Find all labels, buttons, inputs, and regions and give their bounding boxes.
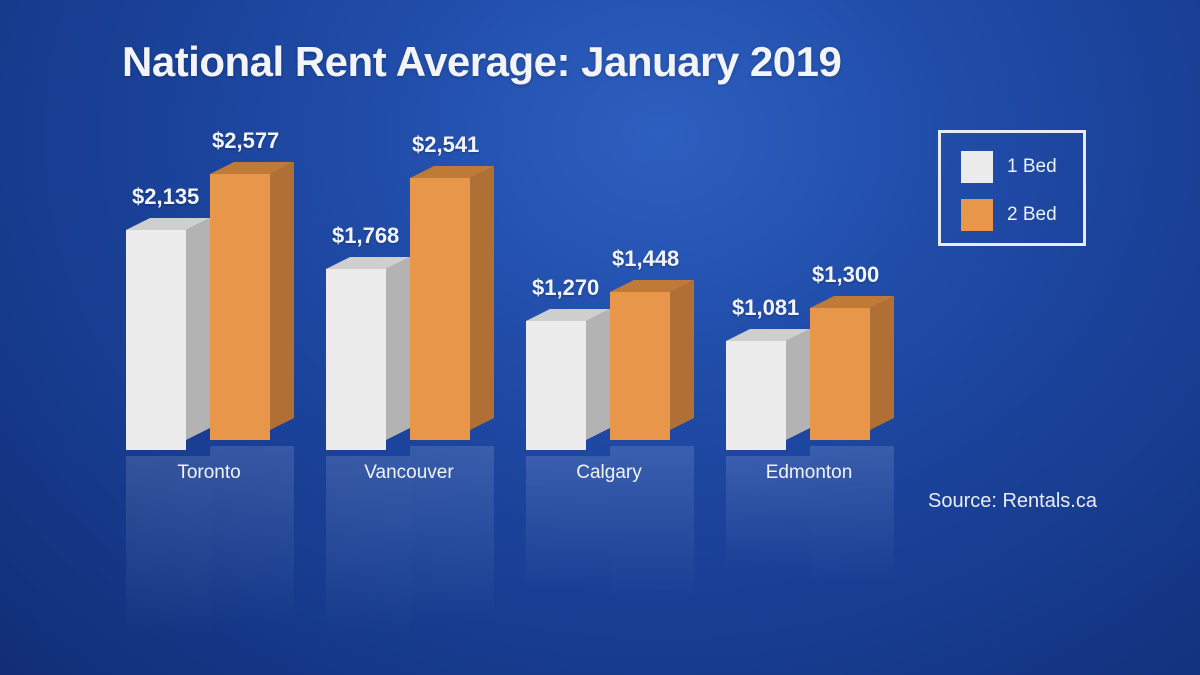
- category-label-toronto: Toronto: [177, 462, 241, 483]
- bar-1-bed-vancouver-side: [386, 257, 410, 440]
- bar-2-bed-calgary-front: [610, 292, 670, 440]
- bar-1-bed-edmonton-front: [726, 341, 786, 450]
- bar-2-bed-edmonton-reflection: [810, 446, 894, 582]
- chart-title: National Rent Average: January 2019: [122, 38, 842, 85]
- bar-1-bed-vancouver-reflection: [326, 456, 410, 636]
- category-label-vancouver: Vancouver: [364, 462, 454, 483]
- bar-2-bed-calgary-side: [670, 280, 694, 430]
- bar-1-bed-calgary-front: [526, 321, 586, 450]
- bar-2-bed-toronto-side: [270, 162, 294, 430]
- bar-2-bed-vancouver-side: [470, 166, 494, 430]
- bar-2-bed-toronto-front: [210, 174, 270, 440]
- legend-swatch-1-bed: [961, 151, 993, 183]
- value-label: $1,081: [732, 295, 800, 320]
- bar-2-bed-vancouver-reflection: [410, 446, 494, 626]
- legend-item-2-bed: 2 Bed: [961, 199, 1057, 231]
- category-label-edmonton: Edmonton: [765, 462, 853, 483]
- bar-2-bed-edmonton-top: [810, 296, 894, 308]
- legend-swatch-2-bed: [961, 199, 993, 231]
- value-label: $1,448: [612, 246, 680, 271]
- bar-1-bed-calgary-reflection: [526, 456, 610, 589]
- value-label: $1,300: [812, 262, 880, 287]
- bar-1-bed-toronto-reflection: [126, 456, 210, 636]
- bar-2-bed-calgary-top: [610, 280, 694, 292]
- source-note: Source: Rentals.ca: [928, 490, 1097, 512]
- legend-label: 2 Bed: [1007, 204, 1057, 225]
- bar-1-bed-toronto-top: [126, 218, 210, 230]
- legend-label: 1 Bed: [1007, 156, 1057, 177]
- bar-1-bed-edmonton-reflection: [726, 456, 810, 569]
- bar-2-bed-toronto-top: [210, 162, 294, 174]
- bar-1-bed-calgary-top: [526, 309, 610, 321]
- bar-1-bed-calgary-side: [586, 309, 610, 440]
- value-label: $1,768: [332, 223, 400, 248]
- bar-2-bed-vancouver-front: [410, 178, 470, 440]
- value-label: $2,577: [212, 128, 280, 153]
- bar-2-bed-edmonton-side: [870, 296, 894, 430]
- bar-1-bed-vancouver-top: [326, 257, 410, 269]
- category-label-calgary: Calgary: [576, 462, 642, 483]
- bar-2-bed-toronto-reflection: [210, 446, 294, 626]
- legend: 1 Bed 2 Bed: [938, 130, 1086, 246]
- bar-1-bed-vancouver-front: [326, 269, 386, 450]
- legend-item-1-bed: 1 Bed: [961, 151, 1057, 183]
- value-label: $1,270: [532, 275, 600, 300]
- bar-1-bed-edmonton-top: [726, 329, 810, 341]
- value-label: $2,541: [412, 132, 480, 157]
- bar-2-bed-calgary-reflection: [610, 446, 694, 598]
- bar-1-bed-edmonton-side: [786, 329, 810, 440]
- bar-2-bed-vancouver-top: [410, 166, 494, 178]
- bar-1-bed-toronto-side: [186, 218, 210, 440]
- bar-1-bed-toronto-front: [126, 230, 186, 450]
- bar-2-bed-edmonton-front: [810, 308, 870, 440]
- value-label: $2,135: [132, 184, 200, 209]
